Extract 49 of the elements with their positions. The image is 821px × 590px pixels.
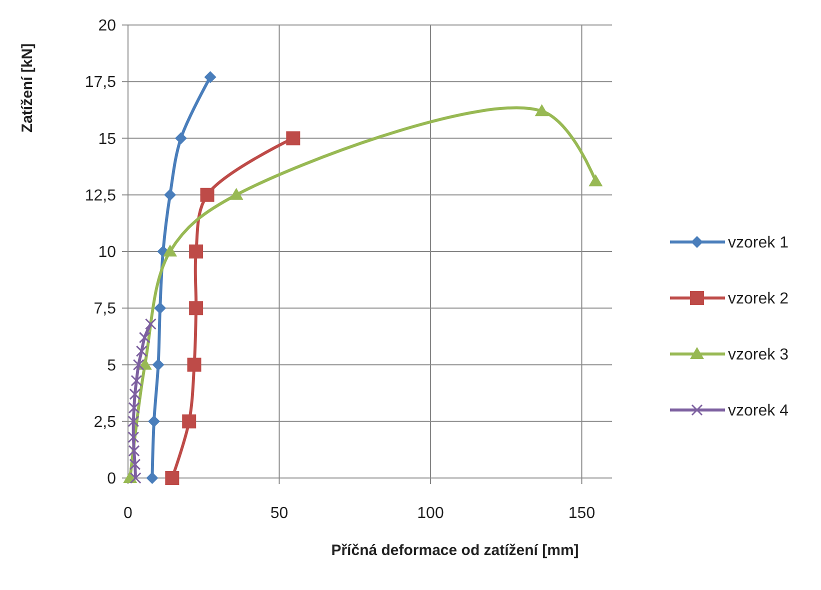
y-tick-label: 10: [98, 244, 116, 262]
point: [174, 132, 187, 144]
point: [152, 358, 164, 371]
legend-label: vzorek 1: [728, 234, 789, 252]
y-tick-label: 5: [107, 357, 116, 374]
legend-label: vzorek 2: [728, 290, 789, 308]
point: [163, 244, 178, 256]
point: [128, 431, 140, 443]
point: [148, 415, 160, 428]
y-tick-label: 20: [98, 18, 116, 35]
point: [189, 301, 204, 316]
point: [128, 402, 140, 414]
point: [128, 416, 140, 428]
point: [136, 345, 148, 357]
y-tick-label: 15: [98, 130, 116, 148]
legend-label: vzorek 4: [728, 402, 789, 420]
point: [229, 188, 244, 200]
point: [534, 104, 549, 116]
point: [138, 332, 150, 344]
point: [146, 472, 158, 484]
point: [187, 358, 202, 372]
x-axis-title: Příčná deformace od zatížení [mm]: [331, 542, 579, 559]
y-tick-label: 17,5: [84, 74, 116, 92]
point: [130, 374, 142, 386]
point: [200, 188, 214, 202]
point: [588, 174, 603, 186]
point: [164, 188, 176, 201]
x-tick-label: 50: [270, 505, 288, 522]
y-axis-title: Zatížení [kN]: [19, 43, 36, 133]
y-tick-label: 7,5: [94, 300, 116, 318]
point: [128, 445, 140, 457]
y-tick-label: 0: [107, 470, 116, 488]
point: [204, 71, 216, 84]
y-tick-label: 2,5: [94, 414, 116, 431]
y-tick-label: 12,5: [84, 187, 116, 204]
x-tick-label: 0: [124, 505, 133, 522]
x-tick-label: 150: [568, 505, 596, 522]
point: [165, 471, 180, 485]
legend-label: vzorek 3: [728, 346, 789, 364]
point: [154, 302, 166, 314]
point: [129, 458, 141, 470]
point: [129, 388, 141, 400]
point: [182, 414, 196, 428]
point: [189, 244, 204, 258]
point: [286, 131, 300, 146]
point: [144, 318, 156, 330]
x-tick-label: 100: [417, 505, 444, 522]
point: [130, 472, 142, 484]
point: [132, 359, 144, 370]
